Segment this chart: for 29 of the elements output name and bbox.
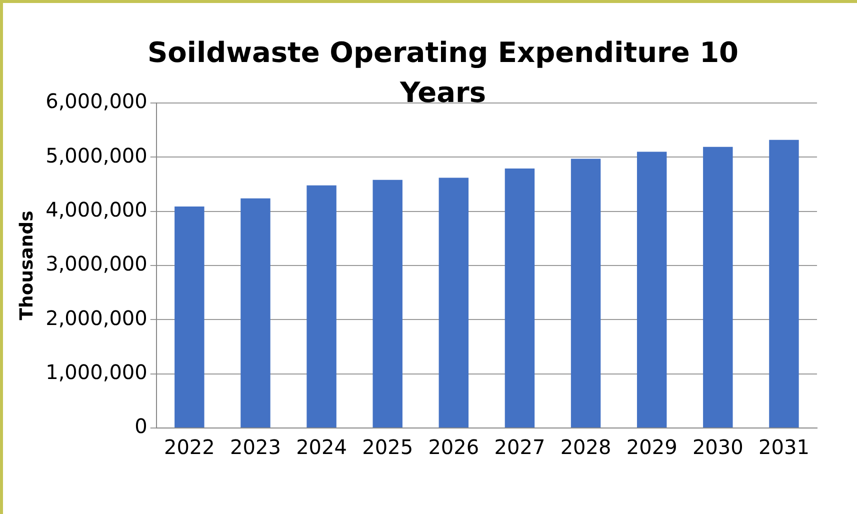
y-tick-label: 0	[134, 414, 148, 438]
x-tick-label: 2025	[362, 435, 414, 460]
x-tick-label: 2027	[494, 435, 546, 460]
bar	[504, 168, 535, 428]
y-tick-label: 2,000,000	[46, 306, 148, 330]
bar	[306, 185, 336, 428]
x-tick-label: 2022	[164, 435, 215, 460]
bar	[636, 152, 667, 428]
y-tick-label: 4,000,000	[46, 198, 148, 222]
x-tick-label: 2030	[692, 435, 744, 460]
y-axis-title: Thousands	[16, 210, 38, 320]
x-tick-label: 2029	[626, 435, 678, 460]
bar	[438, 178, 469, 428]
y-tick-label: 3,000,000	[46, 252, 148, 276]
x-tick-label: 2024	[296, 435, 347, 460]
x-tick-label: 2028	[560, 435, 612, 460]
x-tick-label: 2026	[428, 435, 480, 460]
chart-title: Soildwaste Operating Expenditure 10 Years	[147, 36, 739, 109]
bar	[769, 140, 799, 428]
bar	[372, 180, 402, 428]
bar	[703, 146, 733, 428]
x-tick-label: 2023	[230, 435, 281, 460]
y-tick-label: 1,000,000	[46, 360, 148, 384]
bar	[174, 206, 204, 428]
x-tick-label: 2031	[758, 435, 810, 460]
bar	[240, 198, 270, 428]
y-tick-label: 5,000,000	[46, 143, 148, 168]
y-tick-label: 6,000,000	[46, 89, 148, 114]
bar	[570, 158, 601, 428]
